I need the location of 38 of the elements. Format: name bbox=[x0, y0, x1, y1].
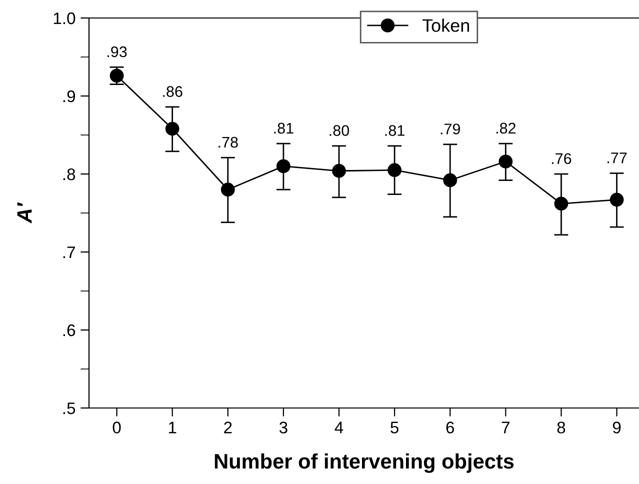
point bbox=[554, 196, 568, 211]
point bbox=[220, 182, 235, 197]
data-label: .80 bbox=[330, 125, 350, 136]
x-tick-label: 6 bbox=[446, 422, 454, 434]
x-tick-label: 9 bbox=[612, 422, 621, 434]
point bbox=[443, 173, 458, 188]
x-tick-label: 3 bbox=[279, 422, 288, 434]
x-tick-label: 5 bbox=[390, 422, 398, 434]
x-tick-label: 7 bbox=[502, 422, 510, 434]
data-label: .79 bbox=[440, 124, 460, 134]
data-label: .77 bbox=[608, 152, 627, 164]
y-tick-label: .7 bbox=[63, 246, 75, 258]
y-tick-label: 1.0 bbox=[54, 12, 76, 24]
x-tick-label: 4 bbox=[334, 422, 344, 434]
point bbox=[332, 164, 346, 178]
y-axis-title: A′ bbox=[17, 202, 32, 224]
point bbox=[388, 163, 402, 178]
y-tick-label: .5 bbox=[63, 402, 76, 414]
y-tick-label: .9 bbox=[63, 90, 76, 102]
x-axis-title: Number of intervening objects bbox=[214, 453, 514, 473]
legend-label: Token bbox=[422, 18, 469, 32]
data-label: .82 bbox=[496, 122, 516, 134]
data-label: .93 bbox=[108, 46, 127, 58]
y-tick-label: .6 bbox=[63, 324, 76, 336]
data-label: .86 bbox=[163, 86, 182, 97]
data-label: .76 bbox=[552, 153, 572, 164]
x-tick-label: 0 bbox=[112, 422, 121, 434]
data-label: .81 bbox=[274, 122, 294, 134]
point bbox=[165, 122, 180, 136]
x-tick-label: 8 bbox=[557, 422, 566, 434]
y-tick-label: .8 bbox=[63, 168, 76, 180]
point bbox=[498, 154, 513, 168]
data-label: .81 bbox=[385, 125, 404, 136]
point bbox=[276, 159, 290, 174]
x-tick-label: 1 bbox=[168, 422, 176, 434]
x-tick-label: 2 bbox=[224, 422, 232, 434]
data-label: .78 bbox=[218, 136, 238, 148]
point bbox=[610, 192, 624, 207]
